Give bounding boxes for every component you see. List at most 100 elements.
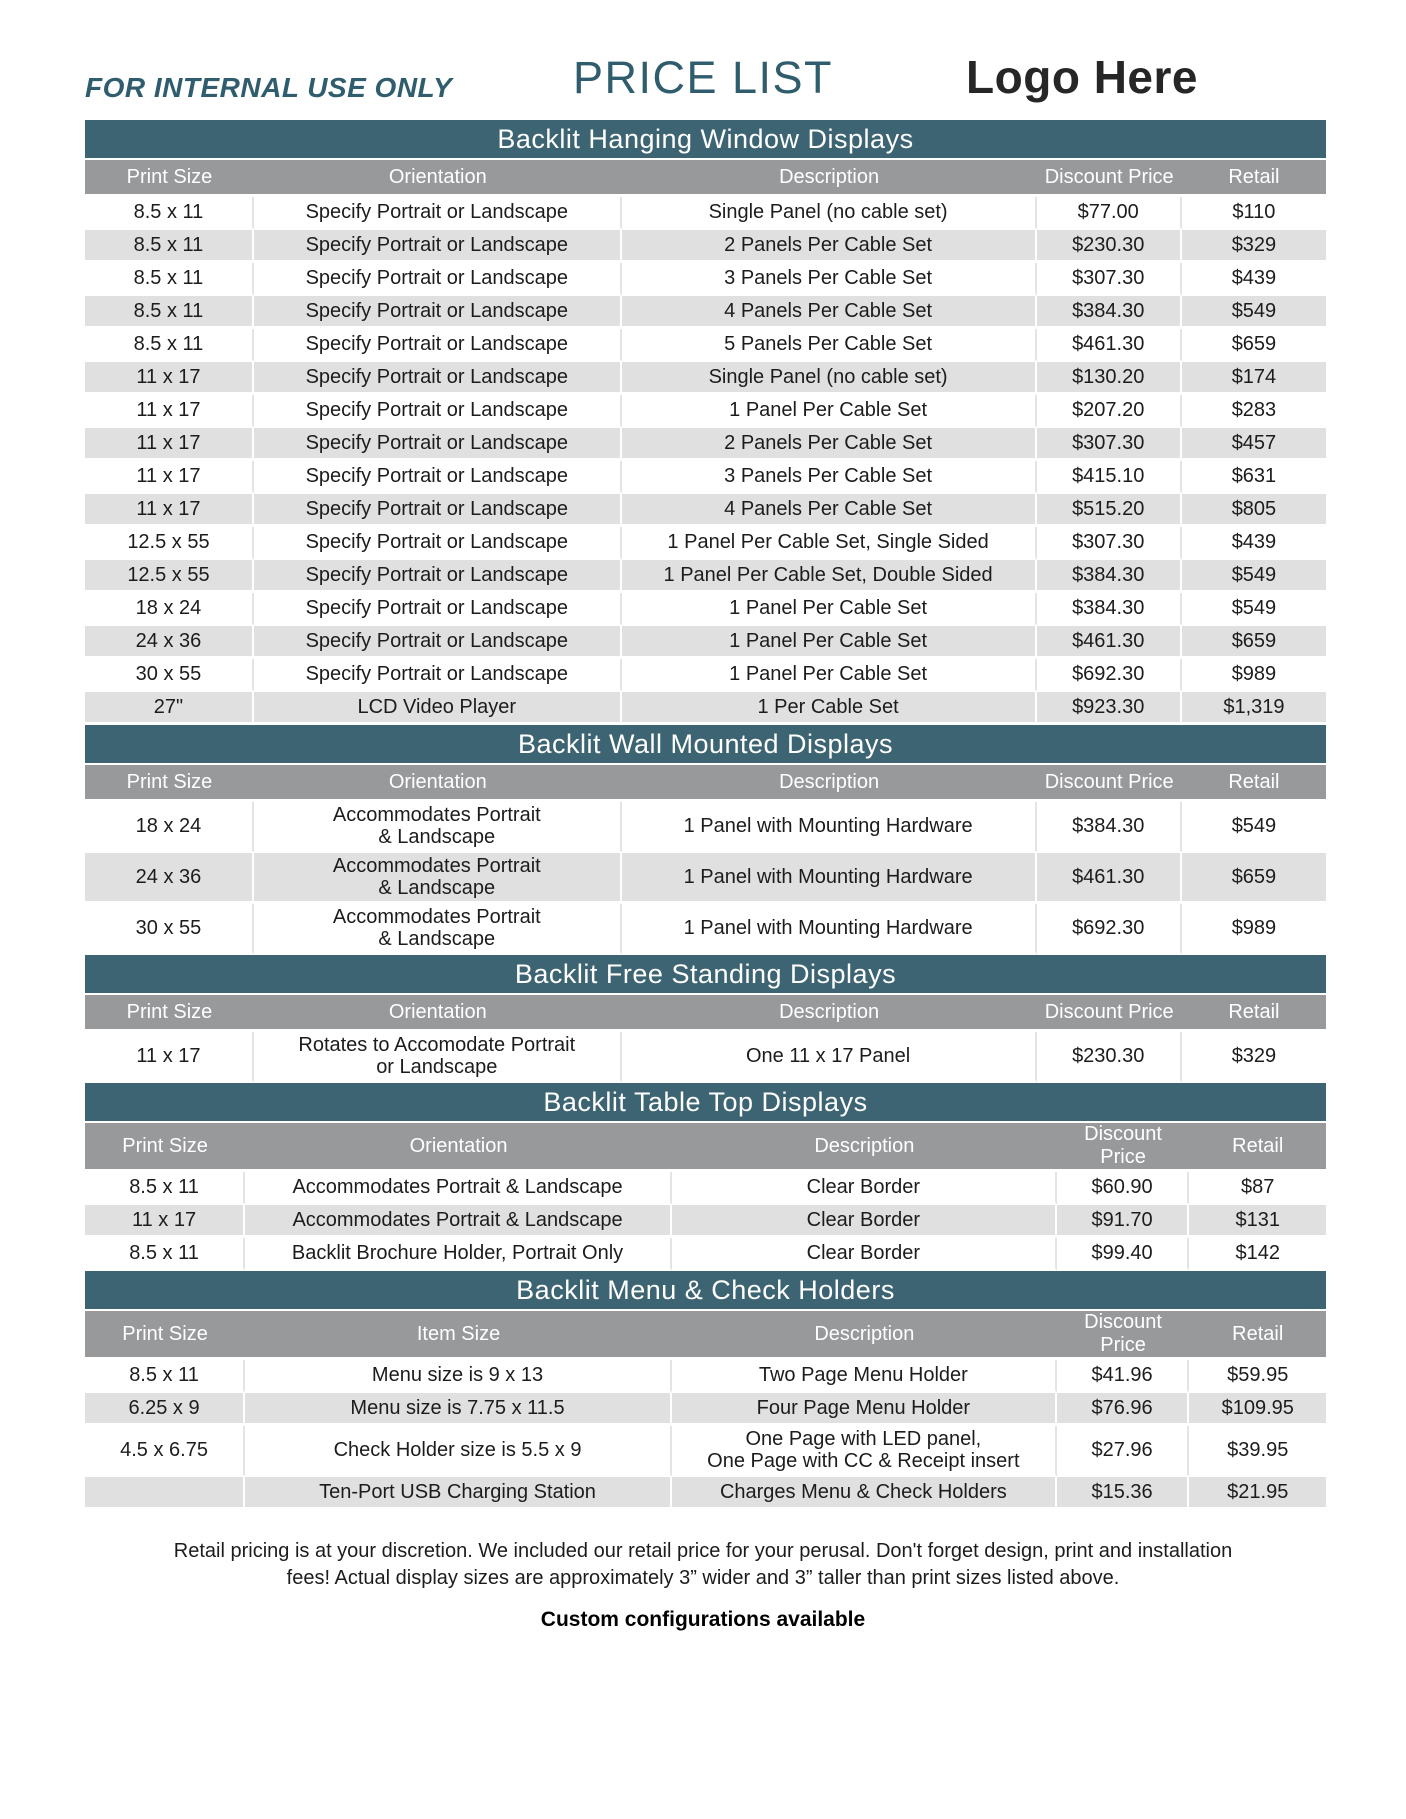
- section-title-bar: Backlit Free Standing Displays: [85, 955, 1326, 993]
- table-cell: 18 x 24: [85, 593, 254, 626]
- table-cell: $461.30: [1036, 853, 1182, 904]
- table-cell: Specify Portrait or Landscape: [253, 362, 622, 395]
- table-cell: 12.5 x 55: [85, 560, 254, 593]
- table-row: 8.5 x 11 Specify Portrait or Landscape 4 P…: [85, 296, 1326, 329]
- table-cell: 8.5 x 11: [85, 1360, 246, 1393]
- table-row: 8.5 x 11 Specify Portrait or Landscape Sin…: [85, 197, 1326, 230]
- table-cell: 30 x 55: [85, 659, 254, 692]
- price-table: Print Size Orientation Description Discount…: [85, 1123, 1326, 1271]
- table-cell: $989: [1181, 659, 1326, 692]
- table-cell: 12.5 x 55: [85, 527, 254, 560]
- table-cell: $307.30: [1036, 527, 1182, 560]
- column-header: Print Size: [85, 765, 254, 802]
- table-cell: $692.30: [1036, 659, 1182, 692]
- table-cell: Specify Portrait or Landscape: [253, 593, 622, 626]
- table-cell: $384.30: [1036, 296, 1182, 329]
- table-cell: Menu size is 9 x 13: [245, 1360, 672, 1393]
- column-header-row: Print Size Orientation Description Discount…: [85, 765, 1326, 802]
- column-header-row: Print Size Orientation Description Discount…: [85, 160, 1326, 197]
- table-row: 8.5 x 11 Specify Portrait or Landscape 2 P…: [85, 230, 1326, 263]
- table-cell: $27.96: [1056, 1426, 1190, 1477]
- table-cell: 4 Panels Per Cable Set: [621, 494, 1037, 527]
- column-header: Description: [671, 1311, 1057, 1360]
- table-cell: $439: [1181, 527, 1326, 560]
- table-row: 30 x 55 Accommodates Portrait & Landscape…: [85, 904, 1326, 955]
- table-cell: $174: [1181, 362, 1326, 395]
- column-header: Discount Price: [1036, 160, 1182, 197]
- table-cell: 1 Panel Per Cable Set: [621, 395, 1037, 428]
- table-row: 11 x 17 Accommodates Portrait & Landscape…: [85, 1205, 1326, 1238]
- table-cell: 8.5 x 11: [85, 329, 254, 362]
- table-row: 11 x 17 Specify Portrait or Landscape 2 Pa…: [85, 428, 1326, 461]
- table-cell: [85, 1477, 246, 1510]
- logo-placeholder: Logo Here: [966, 51, 1198, 103]
- table-cell: Single Panel (no cable set): [621, 197, 1037, 230]
- table-cell: $692.30: [1036, 904, 1182, 955]
- price-table: Print Size Item Size Description Discount P…: [85, 1311, 1326, 1510]
- table-cell: $283: [1181, 395, 1326, 428]
- column-header: Orientation: [253, 765, 622, 802]
- table-cell: Clear Border: [671, 1172, 1057, 1205]
- table-row: 11 x 17 Specify Portrait or Landscape 3 Pa…: [85, 461, 1326, 494]
- table-cell: $923.30: [1036, 692, 1182, 725]
- column-header: Discount Price: [1056, 1311, 1190, 1360]
- table-cell: 11 x 17: [85, 362, 254, 395]
- table-cell: $230.30: [1036, 1032, 1182, 1083]
- table-cell: 5 Panels Per Cable Set: [621, 329, 1037, 362]
- table-cell: 8.5 x 11: [85, 230, 254, 263]
- table-cell: 4.5 x 6.75: [85, 1426, 246, 1477]
- table-row: 11 x 17 Specify Portrait or Landscape Sing…: [85, 362, 1326, 395]
- table-cell: $415.10: [1036, 461, 1182, 494]
- column-header: Retail: [1189, 1123, 1326, 1172]
- column-header: Print Size: [85, 160, 254, 197]
- table-cell: $457: [1181, 428, 1326, 461]
- table-cell: $384.30: [1036, 593, 1182, 626]
- section-title-bar: Backlit Wall Mounted Displays: [85, 725, 1326, 763]
- table-cell: 1 Per Cable Set: [621, 692, 1037, 725]
- table-cell: 27": [85, 692, 254, 725]
- column-header: Orientation: [253, 160, 622, 197]
- table-cell: Specify Portrait or Landscape: [253, 626, 622, 659]
- table-cell: 11 x 17: [85, 461, 254, 494]
- column-header: Item Size: [245, 1311, 672, 1360]
- table-row: 8.5 x 11 Specify Portrait or Landscape 5 P…: [85, 329, 1326, 362]
- table-row: 30 x 55 Specify Portrait or Landscape 1 Pa…: [85, 659, 1326, 692]
- column-header: Description: [621, 160, 1037, 197]
- column-header-row: Print Size Orientation Description Discount…: [85, 1123, 1326, 1172]
- table-cell: 11 x 17: [85, 1032, 254, 1083]
- table-cell: 1 Panel Per Cable Set: [621, 626, 1037, 659]
- table-cell: 11 x 17: [85, 395, 254, 428]
- table-cell: Two Page Menu Holder: [671, 1360, 1057, 1393]
- table-cell: Menu size is 7.75 x 11.5: [245, 1393, 672, 1426]
- table-cell: 1 Panel Per Cable Set, Double Sided: [621, 560, 1037, 593]
- column-header-row: Print Size Orientation Description Discount…: [85, 995, 1326, 1032]
- table-cell: 1 Panel with Mounting Hardware: [621, 802, 1037, 853]
- table-cell: $15.36: [1056, 1477, 1190, 1510]
- table-cell: 11 x 17: [85, 428, 254, 461]
- section-title-bar: Backlit Hanging Window Displays: [85, 120, 1326, 158]
- table-cell: 2 Panels Per Cable Set: [621, 230, 1037, 263]
- column-header: Discount Price: [1056, 1123, 1190, 1172]
- internal-use-note: FOR INTERNAL USE ONLY: [85, 72, 453, 103]
- column-header: Description: [621, 995, 1037, 1032]
- table-cell: Specify Portrait or Landscape: [253, 329, 622, 362]
- table-cell: Specify Portrait or Landscape: [253, 263, 622, 296]
- table-cell: 8.5 x 11: [85, 296, 254, 329]
- column-header: Discount Price: [1036, 765, 1182, 802]
- table-cell: 1 Panel with Mounting Hardware: [621, 853, 1037, 904]
- table-cell: $805: [1181, 494, 1326, 527]
- custom-configurations-note: Custom configurations available: [540, 1608, 866, 1631]
- table-cell: $41.96: [1056, 1360, 1190, 1393]
- column-header: Retail: [1189, 1311, 1326, 1360]
- table-row: 12.5 x 55 Specify Portrait or Landscape 1 …: [85, 527, 1326, 560]
- table-cell: $461.30: [1036, 626, 1182, 659]
- table-cell: $1,319: [1181, 692, 1326, 725]
- column-header: Retail: [1181, 765, 1326, 802]
- table-cell: 8.5 x 11: [85, 1172, 246, 1205]
- table-cell: 24 x 36: [85, 853, 254, 904]
- table-cell: $207.20: [1036, 395, 1182, 428]
- tables-container: Backlit Hanging Window Displays Print Siz…: [85, 120, 1326, 1510]
- table-cell: Ten-Port USB Charging Station: [245, 1477, 672, 1510]
- table-cell: 3 Panels Per Cable Set: [621, 263, 1037, 296]
